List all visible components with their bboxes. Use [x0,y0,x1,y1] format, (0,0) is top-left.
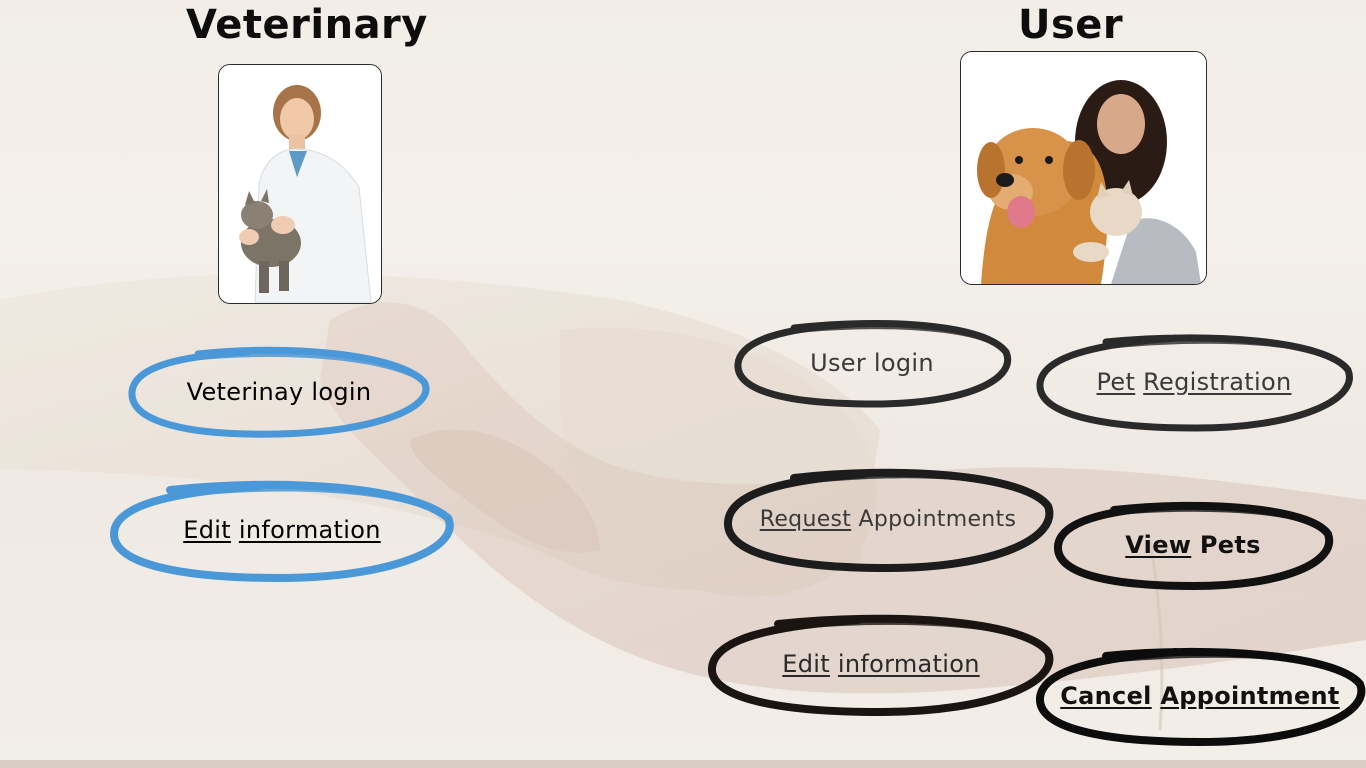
user-edit-information-label: Edit information [782,650,979,678]
edit-word: Edit [183,516,231,544]
veterinarian-with-cat-photo [218,64,382,304]
cancel-appointment-button[interactable]: Cancel Appointment [1036,646,1366,747]
pets-word: Pets [1199,531,1261,559]
user-illustration [961,52,1206,284]
blue-scribble-circle [109,480,454,583]
user-login-button[interactable]: User login [734,318,1012,408]
black-scribble-circle [708,614,1054,717]
veterinary-section-title: Veterinary [186,2,428,48]
user-edit-information-button[interactable]: Edit information [708,612,1054,717]
veterinarian-illustration [219,65,381,303]
black-scribble-circle [1036,334,1353,432]
user-login-label: User login [810,349,934,377]
information-word: information [837,650,980,678]
request-word: Request [759,506,852,532]
user-section-title: User [1018,2,1124,48]
blue-scribble-circle [128,346,430,438]
veterinary-login-label: Veterinay login [186,378,372,406]
cancel-word: Cancel [1060,682,1152,710]
edit-word: Edit [782,650,830,678]
pet-registration-button[interactable]: Pet Registration [1036,332,1353,432]
information-word: information [238,516,381,544]
appointment-word: Appointment [1160,682,1340,710]
view-pets-button[interactable]: View Pets [1054,501,1334,591]
black-scribble-circle [1054,501,1334,591]
view-word: View [1125,531,1192,559]
black-scribble-circle [724,468,1054,573]
black-scribble-circle [734,319,1012,408]
woman-with-dog-and-cat-photo [960,51,1207,285]
veterinary-edit-information-button[interactable]: Edit information [109,478,454,583]
pet-word: Pet [1096,368,1136,396]
request-appointments-label: Request Appointments [760,507,1016,532]
pet-registration-label: Pet Registration [1097,368,1292,396]
view-pets-label: View Pets [1125,531,1261,559]
cancel-appointment-label: Cancel Appointment [1060,682,1339,710]
bottom-edge-bar [0,760,1366,768]
appointments-word: Appointments [858,506,1017,532]
veterinary-edit-information-label: Edit information [183,516,380,544]
request-appointments-button[interactable]: Request Appointments [724,466,1054,573]
black-scribble-circle [1036,647,1366,747]
registration-word: Registration [1143,368,1292,396]
veterinary-login-button[interactable]: Veterinay login [128,346,430,438]
